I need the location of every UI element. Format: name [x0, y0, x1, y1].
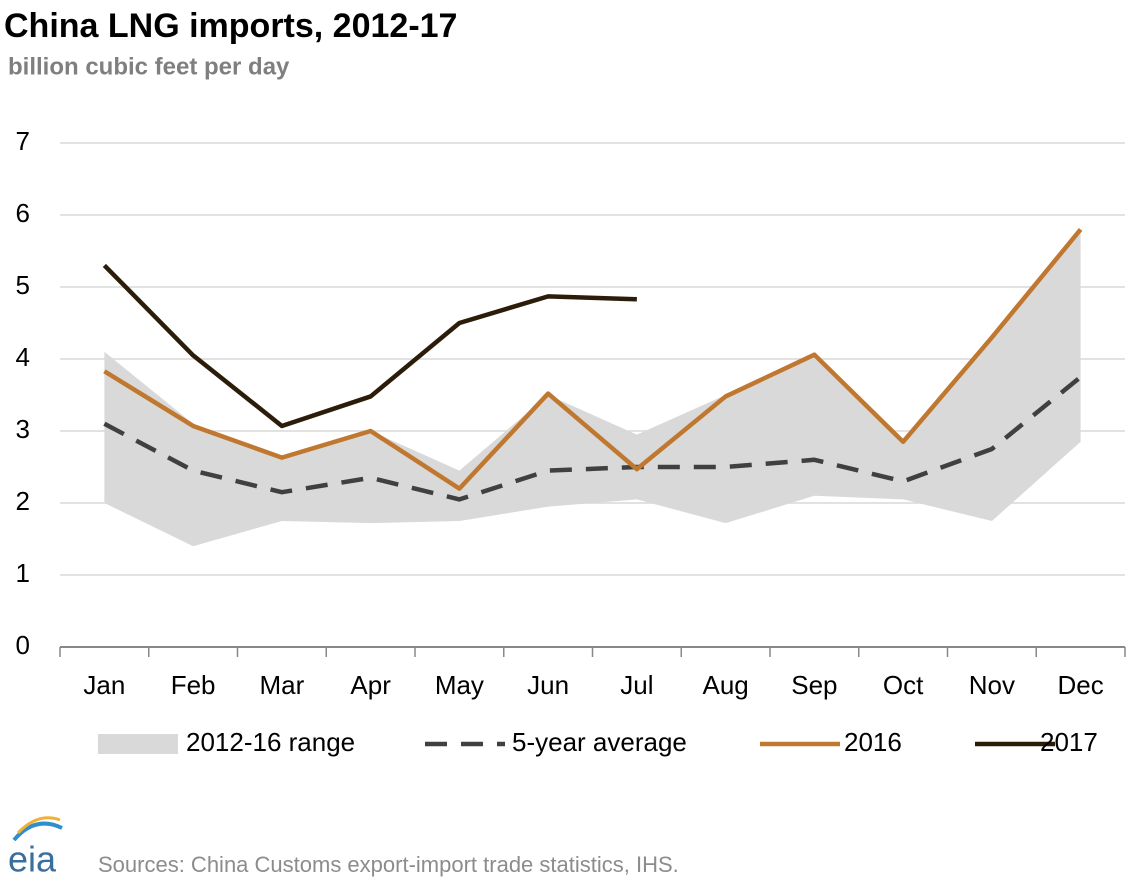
y-tick-label: 0	[16, 630, 30, 660]
series-line	[102, 263, 637, 429]
legend-label: 5-year average	[512, 727, 687, 757]
y-tick-label: 7	[16, 126, 30, 156]
series-line	[103, 375, 1083, 502]
y-tick-label: 4	[16, 342, 30, 372]
y-tick-label: 3	[16, 414, 30, 444]
chart-subtitle: billion cubic feet per day	[8, 53, 290, 80]
x-tick-label: Sep	[791, 670, 837, 700]
logo-arc	[12, 821, 63, 842]
chart-title: China LNG imports, 2012-17	[4, 7, 457, 45]
x-tick-label: Apr	[350, 670, 391, 700]
legend-label: 2017	[1040, 727, 1098, 757]
x-tick-label: Oct	[883, 670, 924, 700]
x-tick-label: Aug	[702, 670, 748, 700]
y-tick-label: 1	[16, 558, 30, 588]
legend-label: 2016	[844, 727, 902, 757]
range-area	[104, 233, 1081, 547]
y-tick-label: 2	[16, 486, 30, 516]
logo: eia	[8, 839, 57, 880]
logo-arc	[16, 816, 61, 835]
x-tick-label: Jun	[527, 670, 569, 700]
series-line	[103, 227, 1083, 491]
x-tick-label: Nov	[969, 670, 1015, 700]
legend-label: 2012-16 range	[186, 727, 355, 757]
x-tick-label: May	[435, 670, 484, 700]
x-tick-label: Dec	[1058, 670, 1104, 700]
x-tick-label: Jan	[83, 670, 125, 700]
legend-swatch	[98, 734, 178, 754]
y-tick-label: 6	[16, 198, 30, 228]
y-tick-label: 5	[16, 270, 30, 300]
x-tick-label: Mar	[259, 670, 304, 700]
source-note: Sources: China Customs export-import tra…	[98, 852, 679, 877]
x-tick-label: Jul	[620, 670, 653, 700]
x-tick-label: Feb	[171, 670, 216, 700]
